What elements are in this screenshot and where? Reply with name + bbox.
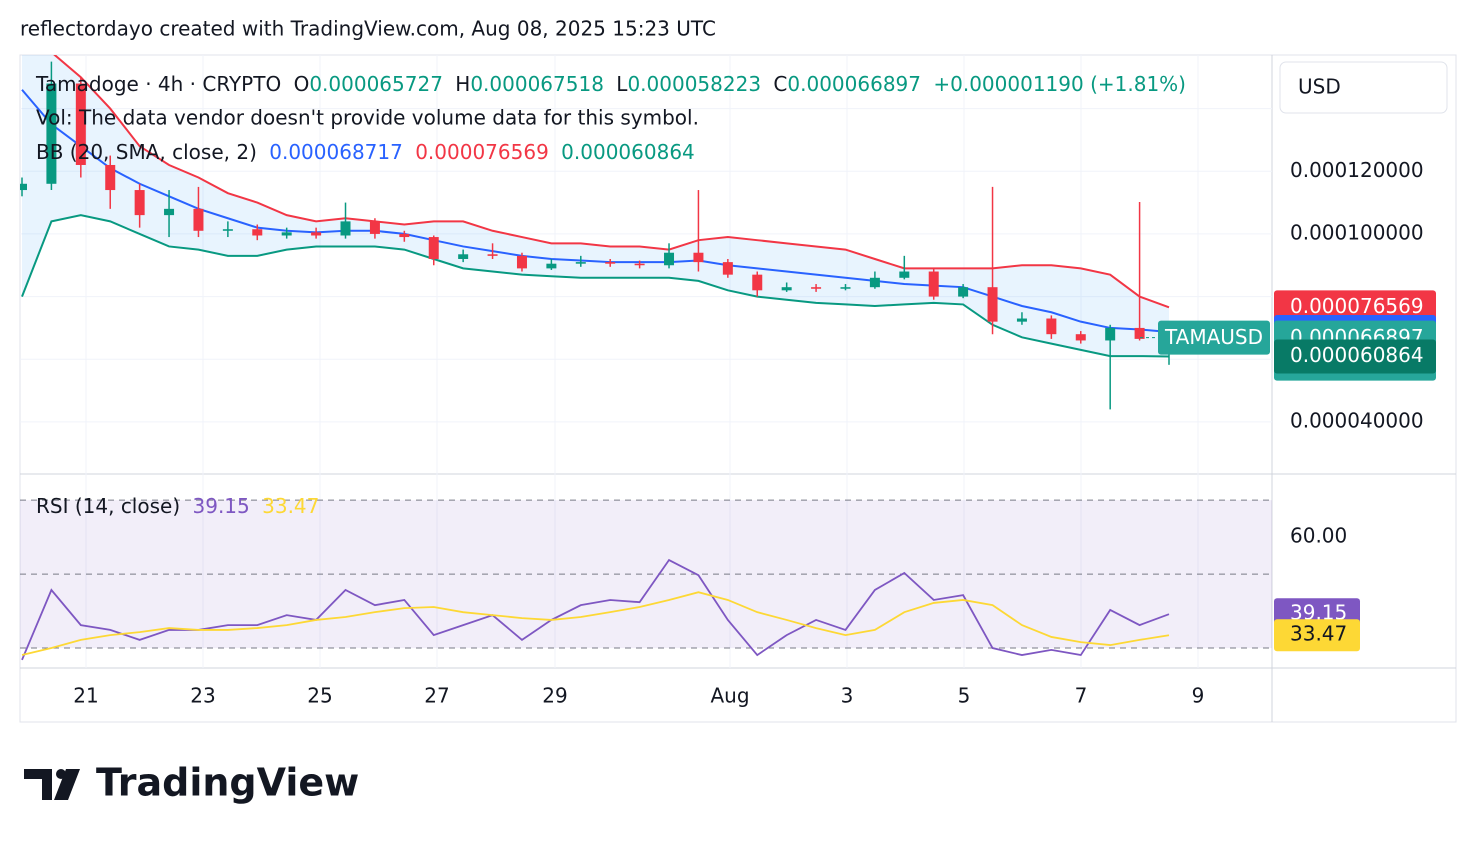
- rsi-ma-value: 33.47: [262, 494, 319, 518]
- x-tick-label: 3: [841, 684, 854, 708]
- symbol-badge-label: TAMAUSD: [1164, 325, 1263, 349]
- candle-body: [605, 262, 616, 264]
- candle-body: [958, 287, 969, 297]
- ohlc-name: O: [294, 72, 310, 96]
- rsi-line: [21, 558, 1170, 661]
- band-line: [21, 89, 1170, 333]
- rsi-value: 39.15: [193, 494, 250, 518]
- bb-legend: BB (20, SMA, close, 2) 0.000068717 0.000…: [36, 140, 695, 164]
- x-tick-label: 9: [1192, 684, 1205, 708]
- candle-body: [546, 263, 557, 269]
- price-badge: [1274, 339, 1436, 374]
- frame: [19, 54, 1457, 723]
- ohlc-name: L: [616, 72, 628, 96]
- bb-upper: 0.000076569: [415, 140, 549, 164]
- price-pane: [20, 55, 1174, 410]
- change: +0.000001190 (+1.81%): [933, 72, 1186, 96]
- bb-name: BB (20, SMA, close, 2): [36, 140, 257, 164]
- candle-body: [311, 232, 322, 236]
- rsi-badge-label: 33.47: [1290, 622, 1347, 646]
- header: reflectordayo created with TradingView.c…: [20, 17, 716, 41]
- axes: 21 23 25 27 29 Aug 3 5 7 9 0.000120000 0.000100000 0…: [73, 158, 1436, 708]
- candle-body: [20, 183, 27, 191]
- candle-body: [811, 287, 822, 289]
- currency: USD: [1298, 75, 1341, 99]
- candle-body: [281, 232, 292, 236]
- candle-body: [899, 271, 910, 278]
- x-tick-label: 25: [307, 684, 332, 708]
- candle-body: [634, 263, 645, 266]
- x-tick-label: 27: [424, 684, 449, 708]
- band-line: [21, 214, 1170, 358]
- candle-body: [1016, 318, 1027, 322]
- candle-body: [664, 252, 675, 266]
- candle-body: [487, 254, 498, 256]
- candle-body: [252, 229, 263, 236]
- legend-ohlc: Tamadoge · 4h · CRYPTO O0.000065727 H0.0…: [35, 72, 1186, 96]
- candle-body: [1075, 334, 1086, 341]
- candle-body: [164, 208, 175, 216]
- candle-body: [1105, 327, 1116, 341]
- candle-body: [222, 229, 233, 231]
- band-line: [53, 55, 1170, 309]
- brand-logo: [24, 769, 80, 800]
- candle-body: [46, 83, 57, 184]
- ohlc-name: C: [773, 72, 787, 96]
- candle-body: [869, 277, 880, 288]
- rsi-pane: [20, 499, 1272, 661]
- price-badge-label: 0.000076569: [1290, 294, 1424, 318]
- candle-body: [1134, 327, 1145, 339]
- x-tick-label: 29: [542, 684, 567, 708]
- ohlc-value: 0.000065727: [309, 72, 443, 96]
- candle-body: [340, 221, 351, 236]
- candle-body: [369, 221, 380, 234]
- symbol: Tamadoge · 4h · CRYPTO: [35, 72, 281, 96]
- y-tick-label: 0.000120000: [1290, 158, 1424, 182]
- bb-basis: 0.000068717: [269, 140, 403, 164]
- price-badge-label: 0.000060864: [1290, 343, 1424, 367]
- x-tick-label: 21: [73, 684, 98, 708]
- grid: [20, 55, 1272, 668]
- rsi-line: [21, 591, 1170, 656]
- candle-body: [516, 255, 527, 269]
- y-tick-label: 60.00: [1290, 524, 1347, 548]
- candle-body: [840, 287, 851, 289]
- ohlc-value: 0.000067518: [470, 72, 604, 96]
- x-tick-label: 7: [1075, 684, 1088, 708]
- bb-lower: 0.000060864: [561, 140, 695, 164]
- y-tick-label: 0.000100000: [1290, 220, 1424, 244]
- rsi-badge: [1274, 619, 1360, 652]
- brand: TradingView: [96, 761, 359, 805]
- x-tick-label: 5: [958, 684, 971, 708]
- ohlc-value: 0.000058223: [627, 72, 761, 96]
- candle-body: [193, 208, 204, 231]
- symbol-badge: [1158, 320, 1270, 355]
- ohlc-value: 0.000066897: [787, 72, 921, 96]
- candle-body: [428, 237, 439, 259]
- candle-body: [458, 254, 469, 259]
- candle-body: [752, 274, 763, 291]
- volume-note: Vol: The data vendor doesn't provide vol…: [36, 106, 699, 130]
- candle-body: [781, 287, 792, 291]
- candle-body: [134, 190, 145, 216]
- x-tick-label: Aug: [710, 684, 749, 708]
- candle-body: [399, 233, 410, 238]
- x-tick-label: 23: [190, 684, 215, 708]
- candle-body: [987, 287, 998, 322]
- candle-body: [928, 271, 939, 297]
- currency-box[interactable]: [1279, 61, 1448, 114]
- ohlc-name: H: [455, 72, 470, 96]
- rsi-legend: RSI (14, close) 39.15 33.47: [36, 494, 319, 518]
- candle-body: [75, 83, 86, 165]
- candle-body: [693, 252, 704, 263]
- y-tick-label: 0.000040000: [1290, 408, 1424, 432]
- candle-body: [105, 164, 116, 191]
- candle-body: [722, 262, 733, 275]
- candle-body: [1046, 318, 1057, 335]
- rsi-band: [20, 500, 1272, 649]
- candle-body: [575, 262, 586, 264]
- rsi-name: RSI (14, close): [36, 494, 180, 518]
